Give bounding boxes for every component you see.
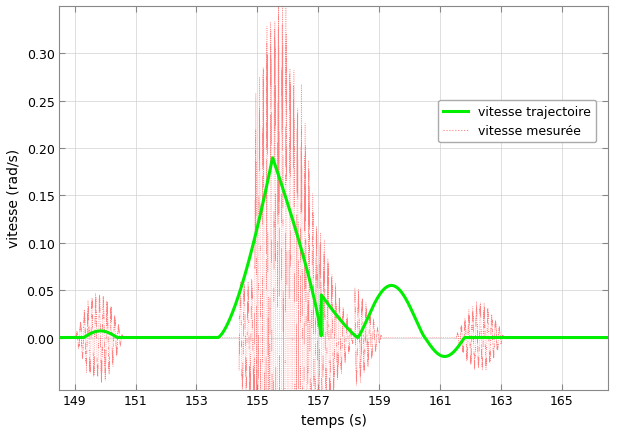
X-axis label: temps (s): temps (s) — [301, 413, 366, 427]
Legend: vitesse trajectoire, vitesse mesurée: vitesse trajectoire, vitesse mesurée — [439, 101, 597, 143]
Y-axis label: vitesse (rad/s): vitesse (rad/s) — [7, 149, 21, 248]
